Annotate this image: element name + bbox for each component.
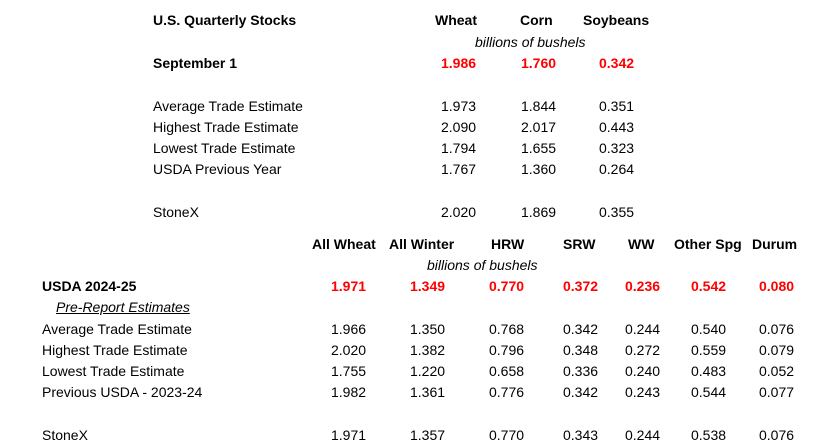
classes-headline-cell: 1.971 [331,278,367,294]
quarterly-header-corn: Corn [520,12,553,28]
classes-stonex-cell: 0.076 [759,427,795,443]
classes-cell: 1.350 [410,321,446,337]
quarterly-row-label: Highest Trade Estimate [153,119,299,135]
quarterly-header-wheat: Wheat [435,12,477,28]
classes-cell: 0.658 [489,363,525,379]
classes-headline-cell: 0.542 [691,278,727,294]
classes-cell: 0.776 [489,384,525,400]
quarterly-units: billions of bushels [475,34,586,50]
quarterly-cell: 1.655 [521,140,557,156]
quarterly-cell: 0.351 [599,98,635,114]
quarterly-cell: 1.767 [441,161,477,177]
classes-cell: 0.079 [759,342,795,358]
quarterly-cell: 0.443 [599,119,635,135]
classes-cell: 0.336 [563,363,599,379]
classes-header-other-spg: Other Spg [674,236,742,252]
quarterly-row-label: Average Trade Estimate [153,98,303,114]
quarterly-headline-corn: 1.760 [521,55,557,71]
classes-stonex-cell: 0.244 [625,427,661,443]
classes-cell: 0.559 [691,342,727,358]
quarterly-row-label: Lowest Trade Estimate [153,140,296,156]
classes-header-durum: Durum [752,236,798,252]
classes-row-label: Average Trade Estimate [42,321,192,337]
classes-headline-cell: 0.080 [759,278,795,294]
classes-header-all-wheat: All Wheat [312,236,376,252]
classes-cell: 0.244 [625,321,661,337]
quarterly-cell: 0.264 [599,161,635,177]
classes-header-hrw: HRW [491,236,525,252]
classes-stonex-cell: 0.770 [489,427,525,443]
classes-row-label: Lowest Trade Estimate [42,363,185,379]
classes-stonex-cell: 1.971 [331,427,367,443]
classes-cell: 0.052 [759,363,795,379]
quarterly-stonex-wheat: 2.020 [441,204,477,220]
classes-stonex-cell: 0.343 [563,427,599,443]
quarterly-cell: 2.090 [441,119,477,135]
classes-cell: 0.768 [489,321,525,337]
quarterly-cell: 1.794 [441,140,477,156]
quarterly-cell: 1.844 [521,98,557,114]
quarterly-headline-label: September 1 [153,55,238,71]
classes-cell: 1.220 [410,363,446,379]
quarterly-row-label: USDA Previous Year [153,161,282,177]
classes-cell: 0.348 [563,342,599,358]
classes-header-srw: SRW [563,236,596,252]
classes-subheading: Pre-Report Estimates [56,299,190,315]
classes-cell: 0.540 [691,321,727,337]
classes-headline-cell: 0.770 [489,278,525,294]
quarterly-headline-soybeans: 0.342 [599,55,635,71]
quarterly-stonex-soybeans: 0.355 [599,204,635,220]
classes-cell: 0.544 [691,384,727,400]
classes-cell: 0.076 [759,321,795,337]
classes-stonex-label: StoneX [42,427,88,443]
classes-headline-cell: 0.372 [563,278,599,294]
quarterly-cell: 0.323 [599,140,635,156]
quarterly-cell: 2.017 [521,119,557,135]
classes-units: billions of bushels [427,257,538,273]
classes-headline-cell: 0.236 [625,278,661,294]
classes-row-label: Highest Trade Estimate [42,342,188,358]
classes-headline-cell: 1.349 [410,278,446,294]
classes-stonex-cell: 1.357 [410,427,446,443]
classes-cell: 0.483 [691,363,727,379]
classes-cell: 1.382 [410,342,446,358]
quarterly-cell: 1.973 [441,98,477,114]
classes-cell: 1.982 [331,384,367,400]
classes-headline-label: USDA 2024-25 [42,278,137,294]
classes-cell: 1.966 [331,321,367,337]
classes-cell: 0.796 [489,342,525,358]
classes-cell: 0.272 [625,342,661,358]
classes-cell: 0.240 [625,363,661,379]
classes-header-all-winter: All Winter [389,236,455,252]
classes-cell: 0.342 [563,321,599,337]
quarterly-title: U.S. Quarterly Stocks [153,12,297,28]
classes-cell: 2.020 [331,342,367,358]
classes-cell: 1.755 [331,363,367,379]
classes-cell: 1.361 [410,384,446,400]
classes-cell: 0.243 [625,384,661,400]
classes-row-label: Previous USDA - 2023-24 [42,384,203,400]
classes-header-ww: WW [628,236,655,252]
classes-stonex-cell: 0.538 [691,427,727,443]
quarterly-cell: 1.360 [521,161,557,177]
quarterly-header-soybeans: Soybeans [583,12,650,28]
classes-cell: 0.077 [759,384,795,400]
classes-cell: 0.342 [563,384,599,400]
quarterly-headline-wheat: 1.986 [441,55,477,71]
quarterly-stonex-corn: 1.869 [521,204,557,220]
quarterly-stonex-label: StoneX [153,204,199,220]
